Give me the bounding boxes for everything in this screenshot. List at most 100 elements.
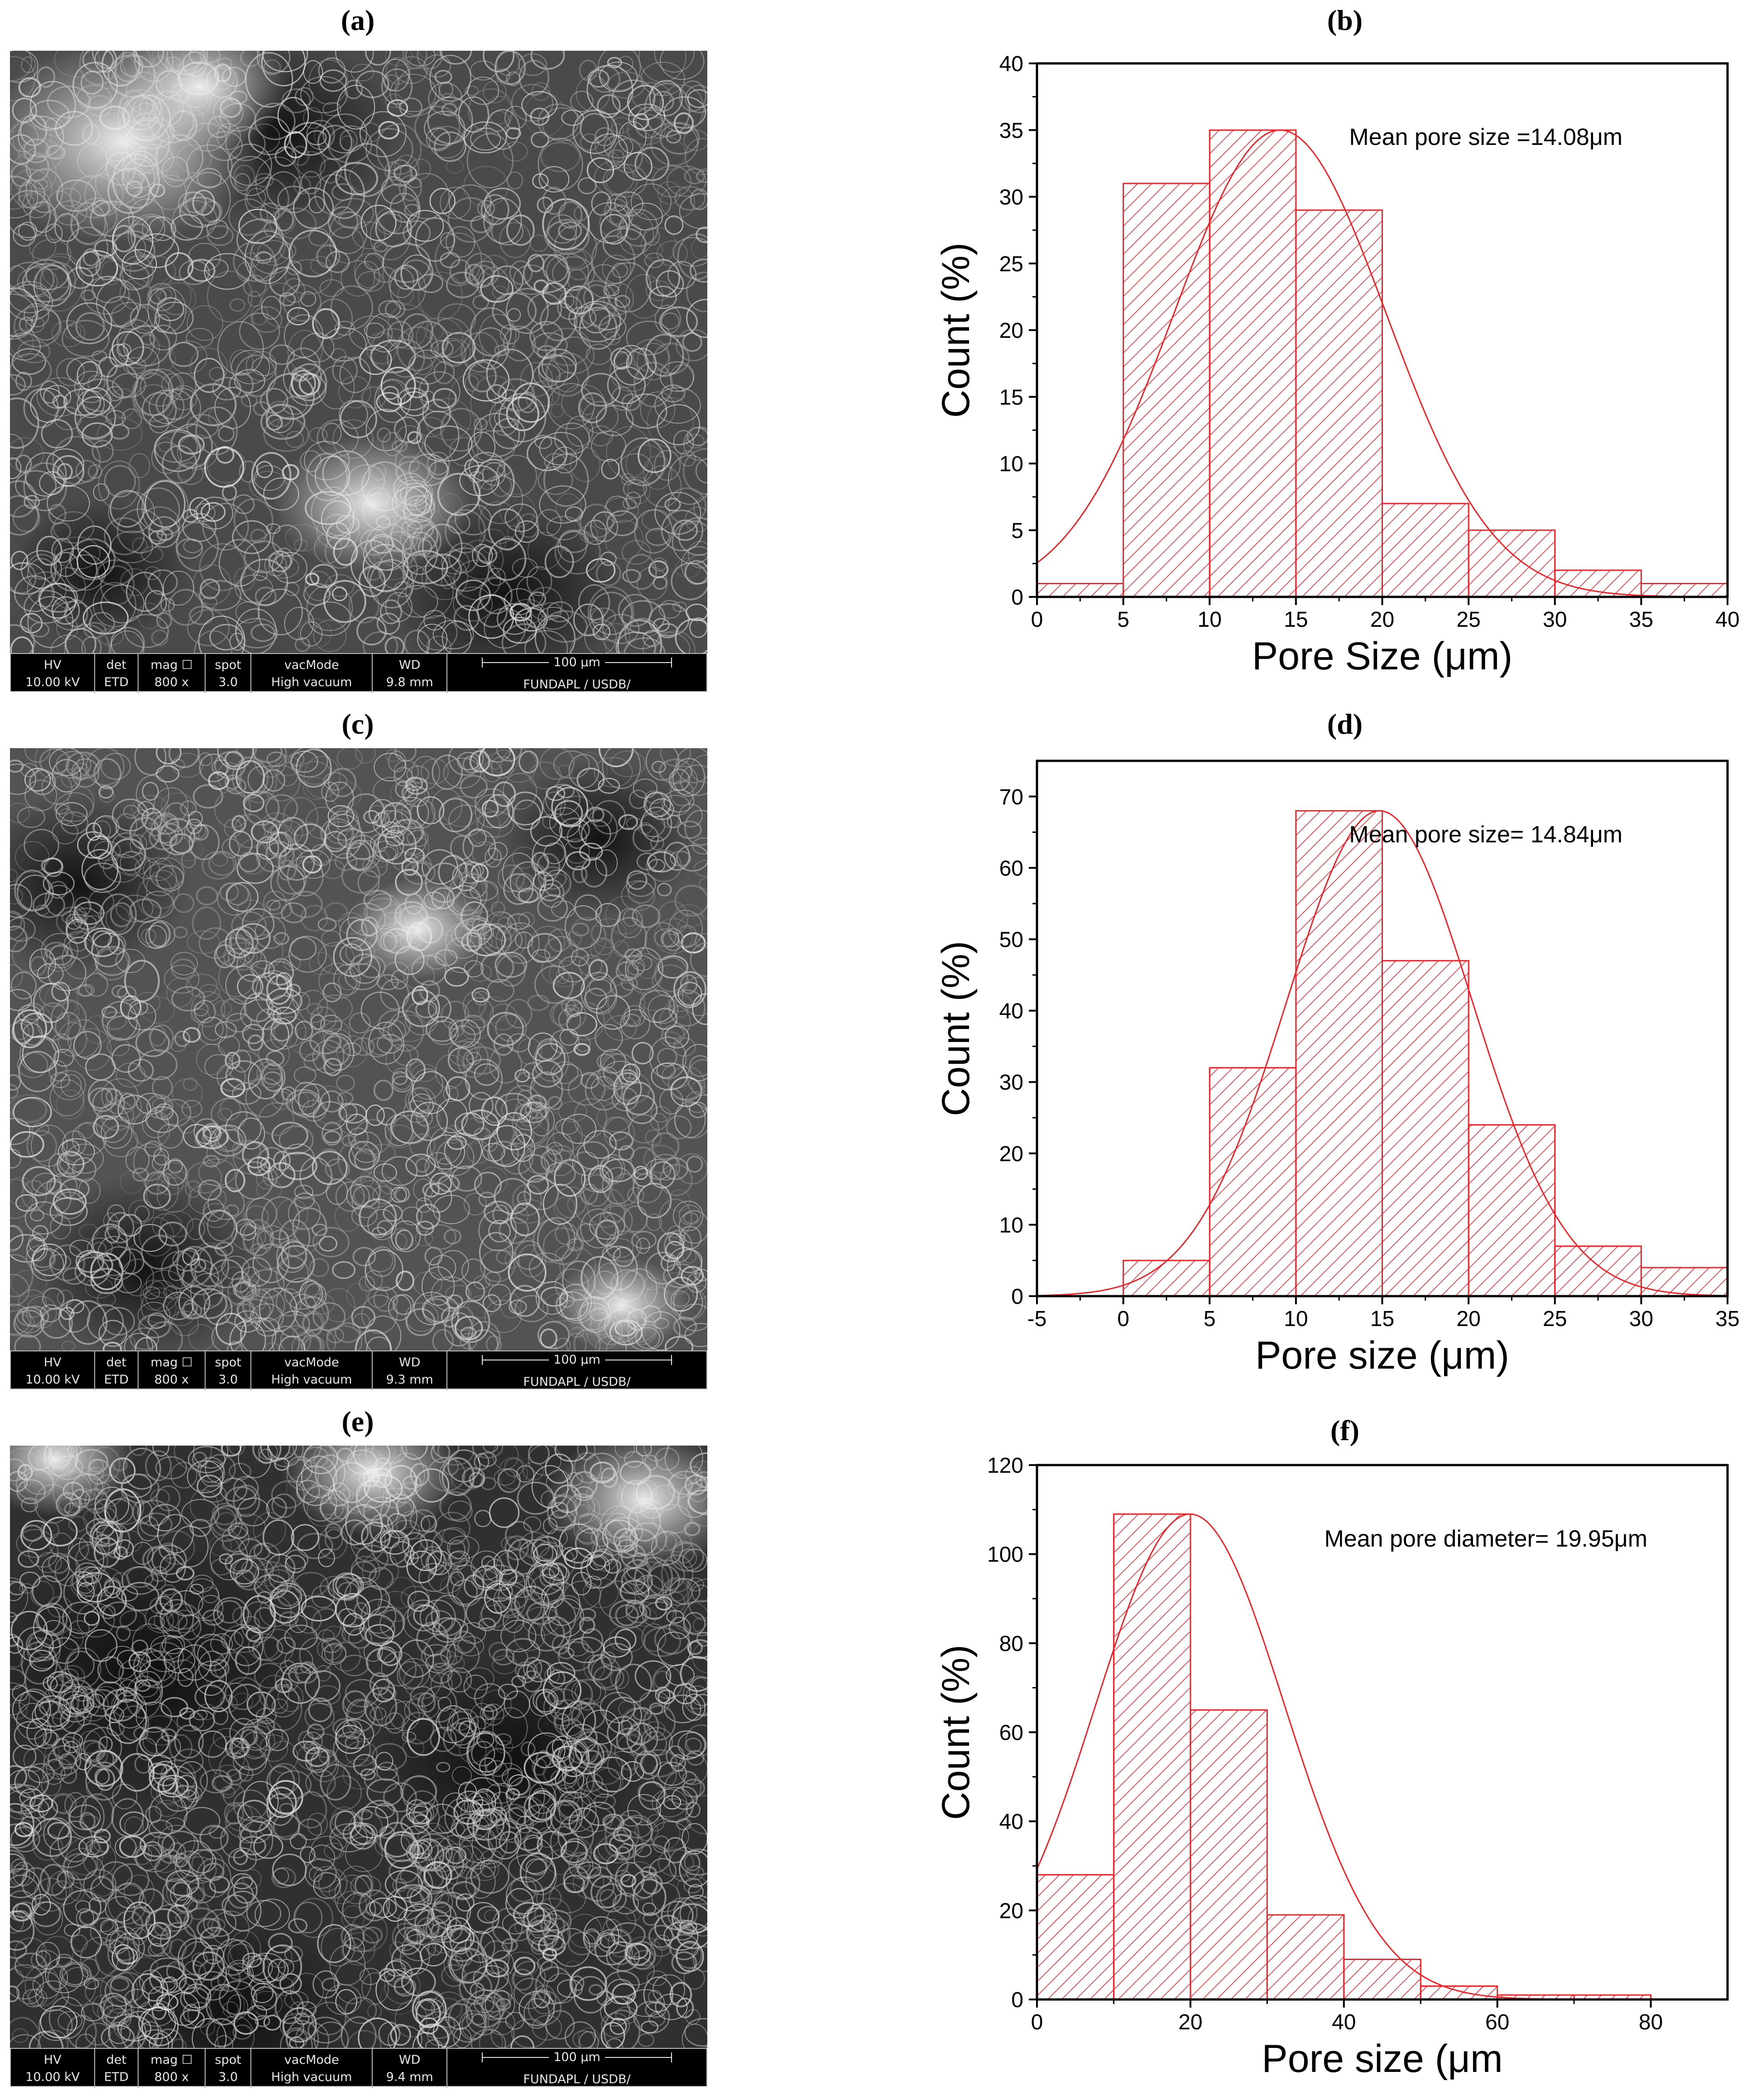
- sem-image-e: HV 10.00 kV det ETD mag ☐ 800 x spot 3.0 vac…: [10, 1446, 707, 2088]
- x-tick-label: 40: [1332, 2010, 1356, 2034]
- panel-label-d: (d): [1327, 708, 1363, 740]
- scale-bar: 100 μm: [482, 1351, 672, 1369]
- histogram-bar: [1343, 1959, 1421, 2000]
- histogram-bar: [1382, 503, 1469, 598]
- y-tick-label: 100: [987, 1543, 1023, 1567]
- sem-hv: HV 10.00 kV: [11, 2049, 96, 2088]
- histogram-bar: [1190, 1709, 1268, 2000]
- x-tick-label: -5: [1027, 1307, 1047, 1331]
- x-tick-label: 20: [1456, 1307, 1480, 1331]
- x-tick-label: 20: [1178, 2010, 1202, 2034]
- y-tick-label: 20: [999, 319, 1023, 343]
- sem-micrograph: [10, 1446, 707, 2048]
- sem-hv: HV 10.00 kV: [11, 654, 96, 693]
- sem-image-a: HV 10.00 kV det ETD mag ☐ 800 x spot 3.0 vac…: [10, 51, 707, 693]
- sem-micrograph: [10, 51, 707, 653]
- y-tick-label: 0: [1011, 586, 1023, 610]
- sem-mag: mag ☐ 800 x: [138, 2049, 206, 2088]
- x-tick-label: 35: [1629, 608, 1653, 632]
- x-axis-label: Pore Size (μm): [1252, 634, 1512, 678]
- y-axis-label: Count (%): [934, 941, 978, 1116]
- y-tick-label: 10: [999, 452, 1023, 476]
- histogram-bar: [1468, 529, 1556, 598]
- sem-micrograph: [10, 748, 707, 1350]
- y-tick-label: 60: [999, 856, 1023, 880]
- y-tick-label: 80: [999, 1632, 1023, 1656]
- panel-label-a: (a): [341, 4, 375, 36]
- sem-vac: vacMode High vacuum: [251, 1351, 373, 1391]
- x-tick-label: 5: [1117, 608, 1129, 632]
- histogram-bar: [1554, 569, 1642, 598]
- x-tick-label: 15: [1284, 608, 1308, 632]
- y-tick-label: 40: [999, 1000, 1023, 1024]
- histogram-bar: [1295, 209, 1383, 598]
- sem-hv: HV 10.00 kV: [11, 1351, 96, 1391]
- panel-label-e: (e): [341, 1405, 374, 1437]
- y-tick-label: 40: [999, 52, 1023, 76]
- histogram-bar: [1266, 1914, 1345, 2000]
- x-tick-label: 80: [1639, 2010, 1663, 2034]
- sem-wd: WD 9.4 mm: [372, 2049, 447, 2088]
- histogram-bar: [1420, 1985, 1498, 2000]
- sem-spot: spot 3.0: [205, 1351, 252, 1391]
- histogram-bar: [1209, 129, 1297, 598]
- y-tick-label: 35: [999, 119, 1023, 143]
- x-tick-label: 30: [1543, 608, 1567, 632]
- histogram-bar: [1640, 583, 1728, 598]
- mean-annotation: Mean pore size= 14.84μm: [1349, 822, 1622, 848]
- scale-bar: 100 μm: [482, 2049, 672, 2066]
- y-tick-label: 20: [999, 1142, 1023, 1166]
- y-tick-label: 30: [999, 186, 1023, 210]
- sem-info-bar: HV 10.00 kV det ETD mag ☐ 800 x spot 3.0 vac…: [10, 2048, 707, 2088]
- fit-curve: [1037, 810, 1728, 1297]
- sem-mag: mag ☐ 800 x: [138, 1351, 206, 1391]
- x-tick-label: 10: [1284, 1307, 1308, 1331]
- sem-mag: mag ☐ 800 x: [138, 654, 206, 693]
- sem-wd: WD 9.3 mm: [372, 1351, 447, 1391]
- sem-wd: WD 9.8 mm: [372, 654, 447, 693]
- panel-label-b: (b): [1327, 4, 1363, 36]
- histogram-f-svg: 0 20 40 60 80 0 20 40 60 80 100 120 Pore size (μm Cou…: [934, 1454, 1729, 2081]
- x-tick-label: 25: [1543, 1307, 1567, 1331]
- x-axis-label: Pore size (μm: [1262, 2037, 1502, 2081]
- y-tick-label: 0: [1011, 1285, 1023, 1309]
- x-tick-label: 20: [1370, 608, 1394, 632]
- histogram-bar: [1382, 960, 1469, 1297]
- y-tick-label: 60: [999, 1721, 1023, 1745]
- y-tick-label: 40: [999, 1810, 1023, 1834]
- histogram-b: 0 5 10 15 20 25 30 35 40 0 5 10 15 20 25 30 35 40 Pore Siz…: [933, 50, 1743, 695]
- x-tick-label: 60: [1485, 2010, 1509, 2034]
- histogram-bar: [1113, 1513, 1191, 2000]
- panel-label-c: (c): [341, 708, 374, 740]
- y-tick-label: 5: [1011, 519, 1023, 543]
- x-tick-label: 25: [1456, 608, 1480, 632]
- sem-vac: vacMode High vacuum: [251, 2049, 373, 2088]
- sem-det: det ETD: [95, 654, 139, 693]
- histogram-bar: [1468, 1124, 1556, 1297]
- histogram-f: 0 20 40 60 80 0 20 40 60 80 100 120 Pore size (μm Cou…: [933, 1451, 1743, 2097]
- histogram-d: -5 0 5 10 15 20 25 30 35 0 10 20 30 40 50 60 70 Pore size…: [933, 747, 1743, 1393]
- panel-label-f: (f): [1330, 1414, 1359, 1446]
- sem-det: det ETD: [95, 1351, 139, 1391]
- y-tick-label: 25: [999, 252, 1023, 276]
- mean-annotation: Mean pore size =14.08μm: [1349, 124, 1622, 150]
- y-tick-label: 20: [999, 1899, 1023, 1923]
- histogram-b-svg: 0 5 10 15 20 25 30 35 40 0 5 10 15 20 25 30 35 40 Pore Siz…: [934, 52, 1740, 678]
- y-tick-label: 30: [999, 1071, 1023, 1095]
- y-tick-label: 0: [1011, 1988, 1023, 2012]
- x-tick-label: 5: [1204, 1307, 1216, 1331]
- y-axis-label: Count (%): [934, 1644, 978, 1820]
- x-tick-label: 10: [1198, 608, 1222, 632]
- sem-det: det ETD: [95, 2049, 139, 2088]
- sem-scale-cell: 100 μm FUNDAPL / USDB/: [447, 2049, 706, 2088]
- y-tick-label: 15: [999, 385, 1023, 409]
- x-tick-label: 0: [1031, 2010, 1043, 2034]
- y-tick-label: 50: [999, 928, 1023, 952]
- sem-spot: spot 3.0: [205, 654, 252, 693]
- x-tick-label: 30: [1629, 1307, 1653, 1331]
- sem-image-c: HV 10.00 kV det ETD mag ☐ 800 x spot 3.0 vac…: [10, 748, 707, 1391]
- x-tick-label: 0: [1117, 1307, 1129, 1331]
- histogram-bar: [1295, 810, 1383, 1297]
- sem-vac: vacMode High vacuum: [251, 654, 373, 693]
